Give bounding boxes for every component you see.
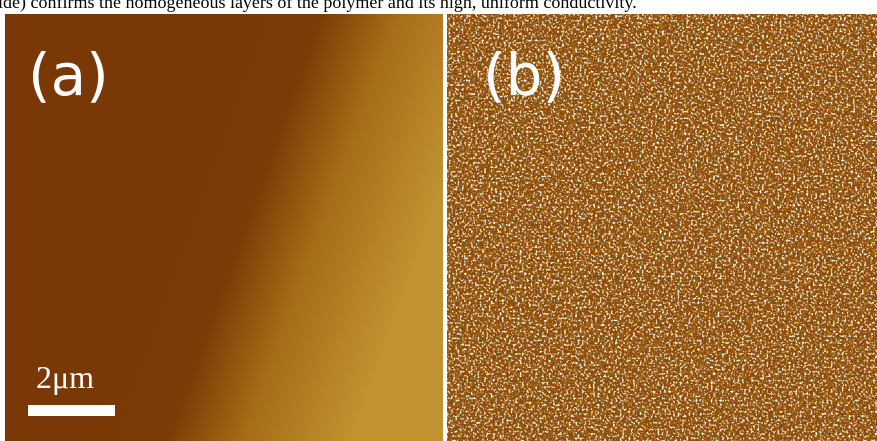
- panel-label: (a): [28, 41, 109, 109]
- caption: ide) confirms the homogeneous layers of …: [0, 0, 637, 13]
- panel-b: (b): [447, 14, 877, 441]
- page: ide) confirms the homogeneous layers of …: [0, 0, 877, 441]
- panel-label: (b): [483, 41, 565, 109]
- panel-a: (a) 2μm: [5, 14, 443, 441]
- scale-bar: [28, 405, 115, 416]
- figure: ide) confirms the homogeneous layers of …: [0, 0, 877, 441]
- scale-bar-label: 2μm: [36, 359, 94, 395]
